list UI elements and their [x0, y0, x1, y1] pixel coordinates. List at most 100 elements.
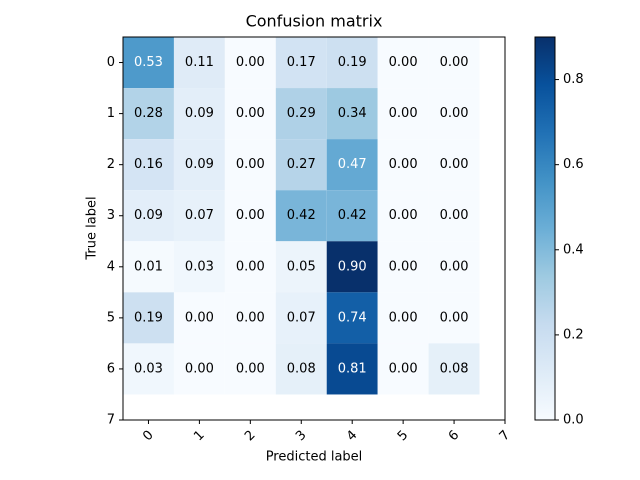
- cell: [123, 343, 174, 395]
- cell: [428, 343, 480, 395]
- cell: [428, 88, 480, 140]
- cell: [224, 37, 276, 89]
- cell-label: 0.00: [389, 259, 418, 274]
- cell: [377, 241, 429, 293]
- cell-label: 0.00: [389, 208, 418, 223]
- cell-label: 0.07: [185, 208, 214, 223]
- cell: [377, 139, 429, 191]
- plot-frame: [122, 36, 506, 421]
- cell: [173, 88, 225, 140]
- cell-label: 0.19: [338, 55, 367, 70]
- cell-label: 0.00: [389, 361, 418, 376]
- cell-label: 0.90: [338, 259, 367, 274]
- cell: [275, 139, 327, 191]
- cell: [428, 139, 480, 191]
- cell-label: 0.00: [389, 157, 418, 172]
- cell-label: 0.00: [185, 310, 214, 325]
- cell: [275, 241, 327, 293]
- colorbar-tick-label: 0.6: [563, 157, 584, 172]
- cell-label: 0.00: [236, 361, 265, 376]
- cell: [428, 292, 480, 344]
- cell: [377, 37, 429, 89]
- cell: [275, 292, 327, 344]
- cell-label: 0.00: [236, 259, 265, 274]
- colorbar-tick-label: 0.4: [563, 242, 584, 257]
- cell: [224, 241, 276, 293]
- cell: [173, 139, 225, 191]
- y-tick-label: 6: [107, 361, 115, 376]
- cell: [224, 343, 276, 395]
- cell: [377, 190, 429, 242]
- cell-label: 0.01: [134, 259, 163, 274]
- cell: [173, 37, 225, 89]
- cell: [326, 139, 378, 191]
- x-axis-label: Predicted label: [266, 450, 363, 465]
- colorbar-tick-label: 0.2: [563, 327, 584, 342]
- cell: [275, 37, 327, 89]
- cell: [428, 190, 480, 242]
- y-tick-label: 2: [107, 157, 115, 172]
- cell: [326, 37, 378, 89]
- cell-label: 0.08: [287, 361, 316, 376]
- cell-label: 0.17: [287, 55, 316, 70]
- cell: [275, 343, 327, 395]
- cell-label: 0.05: [287, 259, 316, 274]
- cell: [123, 139, 174, 191]
- y-axis-label: True label: [85, 196, 100, 260]
- cell: [224, 139, 276, 191]
- cell-label: 0.00: [440, 310, 469, 325]
- cell-label: 0.47: [338, 157, 367, 172]
- cell: [428, 37, 480, 89]
- cell: [123, 88, 174, 140]
- cell-label: 0.00: [440, 106, 469, 121]
- cell: [123, 37, 174, 89]
- cell-label: 0.11: [185, 55, 214, 70]
- cell: [377, 292, 429, 344]
- cell-label: 0.00: [236, 157, 265, 172]
- y-tick-label: 7: [107, 413, 115, 428]
- cell-label: 0.00: [236, 55, 265, 70]
- cell: [377, 88, 429, 140]
- cell: [224, 88, 276, 140]
- cell: [428, 241, 480, 293]
- cell-label: 0.00: [440, 208, 469, 223]
- cell: [326, 88, 378, 140]
- cell-label: 0.00: [185, 361, 214, 376]
- cell: [123, 190, 174, 242]
- colorbar: [534, 36, 556, 421]
- cell-label: 0.00: [440, 157, 469, 172]
- cell-label: 0.00: [389, 106, 418, 121]
- cell-label: 0.00: [389, 310, 418, 325]
- cell-label: 0.53: [134, 55, 163, 70]
- cell-label: 0.27: [287, 157, 316, 172]
- cell-label: 0.00: [389, 55, 418, 70]
- cell: [173, 241, 225, 293]
- cell: [275, 88, 327, 140]
- cell-label: 0.03: [185, 259, 214, 274]
- cell-label: 0.09: [185, 157, 214, 172]
- cell: [326, 292, 378, 344]
- cell: [123, 292, 174, 344]
- cell-label: 0.42: [287, 208, 316, 223]
- cell: [326, 190, 378, 242]
- cell-label: 0.29: [287, 106, 316, 121]
- cell: [224, 292, 276, 344]
- cell-label: 0.16: [134, 157, 163, 172]
- cell: [377, 343, 429, 395]
- cell-label: 0.00: [236, 310, 265, 325]
- colorbar-tick-label: 0.0: [563, 413, 584, 428]
- cell: [173, 190, 225, 242]
- colorbar-tick-label: 0.8: [563, 72, 584, 87]
- chart-title: Confusion matrix: [246, 12, 383, 31]
- cell: [224, 190, 276, 242]
- cell-label: 0.03: [134, 361, 163, 376]
- cell-label: 0.07: [287, 310, 316, 325]
- cell-label: 0.09: [185, 106, 214, 121]
- cell-label: 0.08: [440, 361, 469, 376]
- cell-label: 0.28: [134, 106, 163, 121]
- y-tick-label: 1: [107, 106, 115, 121]
- cell-label: 0.42: [338, 208, 367, 223]
- cell-label: 0.74: [338, 310, 367, 325]
- cell: [326, 241, 378, 293]
